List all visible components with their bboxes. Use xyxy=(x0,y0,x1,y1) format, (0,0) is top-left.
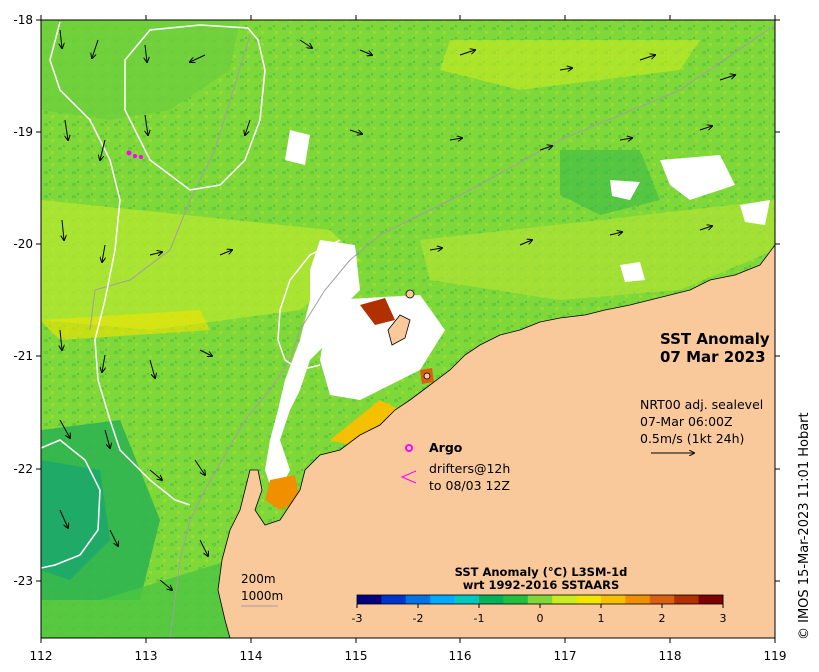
lon-tick-label: 117 xyxy=(554,649,577,663)
argo-legend-marker xyxy=(405,444,413,452)
island-barrow xyxy=(387,314,411,346)
imos-credit: © IMOS 15-Mar-2023 11:01 Hobart xyxy=(797,412,812,640)
colorbar-swatch xyxy=(552,595,578,604)
no-data-cloud-mask xyxy=(265,130,770,500)
axis-ticks xyxy=(36,15,780,643)
longitude-labels: 112 113 114 115 116 117 118 119 xyxy=(30,649,787,663)
colorbar-title-line1: SST Anomaly (°C) L3SM-1d xyxy=(455,565,628,579)
argo-legend-label: Argo xyxy=(429,440,463,455)
lon-tick-label: 114 xyxy=(240,649,263,663)
lat-tick-label: -22 xyxy=(13,462,33,476)
colorbar-title-line2: wrt 1992-2016 SSTAARS xyxy=(463,578,620,592)
depth-contour-label-1000m: 1000m xyxy=(241,589,283,603)
drifter-legend-marker xyxy=(400,470,417,484)
lat-tick-label: -23 xyxy=(13,574,33,588)
argo-float-marker xyxy=(139,155,143,159)
colorbar xyxy=(357,595,724,604)
bathymetry-contours xyxy=(89,24,775,638)
lat-tick-label: -18 xyxy=(13,13,33,27)
lon-tick-label: 113 xyxy=(135,649,158,663)
argo-float-marker xyxy=(133,154,137,158)
drifters-legend-line2: to 08/03 12Z xyxy=(429,478,510,493)
colorbar-swatch xyxy=(674,595,700,604)
colorbar-swatch xyxy=(625,595,651,604)
sst-contours xyxy=(41,21,341,569)
plot-frame xyxy=(40,19,776,639)
latitude-labels: -18 -19 -20 -21 -22 -23 xyxy=(13,13,33,588)
warm-anomaly-patches xyxy=(41,298,434,510)
colorbar-swatch xyxy=(698,595,724,604)
colorbar-tick-label: -1 xyxy=(474,612,485,625)
colorbar-tick-label: 3 xyxy=(720,612,727,625)
island-small-2 xyxy=(423,372,431,380)
colorbar-swatch xyxy=(649,595,675,604)
lon-tick-label: 112 xyxy=(30,649,53,663)
colorbar-swatch xyxy=(357,595,382,604)
colorbar-tick-labels: -3 -2 -1 0 1 2 3 xyxy=(352,612,727,625)
map-title: SST Anomaly xyxy=(660,330,770,348)
colorbar-swatch xyxy=(527,595,553,604)
colorbar-tick-label: -2 xyxy=(413,612,424,625)
colorbar-tick-label: 2 xyxy=(659,612,666,625)
lon-tick-label: 116 xyxy=(449,649,472,663)
colorbar-swatch xyxy=(405,595,431,604)
land-mainland xyxy=(217,244,775,638)
colorbar-swatch xyxy=(454,595,480,604)
current-vectors xyxy=(60,29,735,590)
lat-tick-label: -19 xyxy=(13,125,33,139)
colorbar-swatch xyxy=(503,595,529,604)
drifters-legend-line1: drifters@12h xyxy=(429,461,510,476)
colorbar-swatch xyxy=(430,595,456,604)
lon-tick-label: 118 xyxy=(659,649,682,663)
colorbar-swatch xyxy=(601,595,626,604)
colorbar-tick-label: 0 xyxy=(537,612,544,625)
currents-source: NRT00 adj. sealevel xyxy=(640,397,763,412)
map-date: 07 Mar 2023 xyxy=(660,348,766,366)
island-small xyxy=(405,289,415,299)
colorbar-tick-label: 1 xyxy=(598,612,605,625)
currents-time: 07-Mar 06:00Z xyxy=(640,414,733,429)
depth-contour-label-200m: 200m xyxy=(241,572,276,586)
colorbar-swatch xyxy=(479,595,504,604)
colorbar-swatch xyxy=(381,595,407,604)
argo-floats xyxy=(126,150,143,159)
colorbar-tick-label: -3 xyxy=(352,612,363,625)
currents-scale-text: 0.5m/s (1kt 24h) xyxy=(640,431,744,446)
colorbar-ticks xyxy=(356,604,724,608)
colorbar-swatch xyxy=(576,595,602,604)
lon-tick-label: 119 xyxy=(764,649,787,663)
argo-float-marker xyxy=(126,150,132,156)
lon-tick-label: 115 xyxy=(345,649,368,663)
lat-tick-label: -20 xyxy=(13,237,33,251)
lat-tick-label: -21 xyxy=(13,349,33,363)
